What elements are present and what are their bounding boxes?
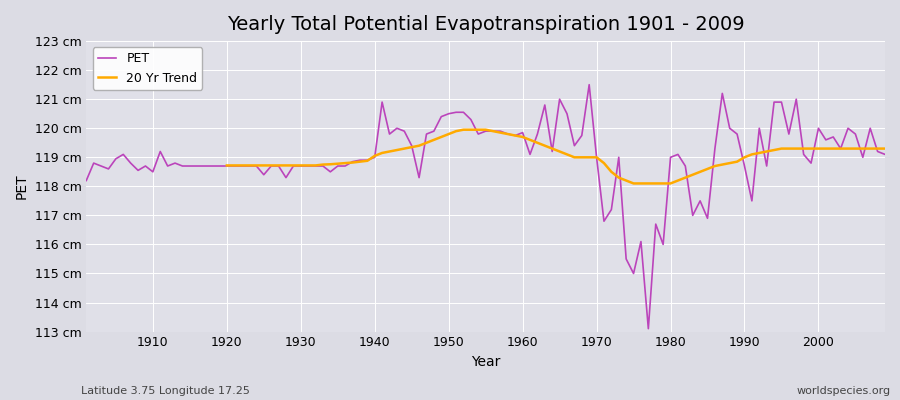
20 Yr Trend — [628, 181, 639, 186]
PET — [347, 159, 358, 164]
PET — [81, 178, 92, 183]
20 Yr Trend — [310, 163, 321, 168]
PET — [643, 326, 653, 331]
20 Yr Trend — [421, 140, 432, 145]
PET — [879, 152, 890, 157]
Legend: PET, 20 Yr Trend: PET, 20 Yr Trend — [93, 47, 202, 90]
20 Yr Trend — [784, 146, 795, 151]
20 Yr Trend — [221, 163, 232, 168]
PET — [140, 164, 151, 168]
PET — [584, 82, 595, 87]
Line: 20 Yr Trend: 20 Yr Trend — [227, 130, 885, 184]
20 Yr Trend — [458, 127, 469, 132]
20 Yr Trend — [798, 146, 809, 151]
Title: Yearly Total Potential Evapotranspiration 1901 - 2009: Yearly Total Potential Evapotranspiratio… — [227, 15, 744, 34]
20 Yr Trend — [695, 170, 706, 174]
Text: Latitude 3.75 Longitude 17.25: Latitude 3.75 Longitude 17.25 — [81, 386, 250, 396]
Text: worldspecies.org: worldspecies.org — [796, 386, 891, 396]
PET — [302, 164, 313, 168]
Line: PET: PET — [86, 85, 885, 329]
Y-axis label: PET: PET — [15, 174, 29, 199]
PET — [509, 133, 520, 138]
20 Yr Trend — [865, 146, 876, 151]
X-axis label: Year: Year — [471, 355, 500, 369]
PET — [518, 130, 528, 135]
PET — [614, 155, 625, 160]
20 Yr Trend — [879, 146, 890, 151]
